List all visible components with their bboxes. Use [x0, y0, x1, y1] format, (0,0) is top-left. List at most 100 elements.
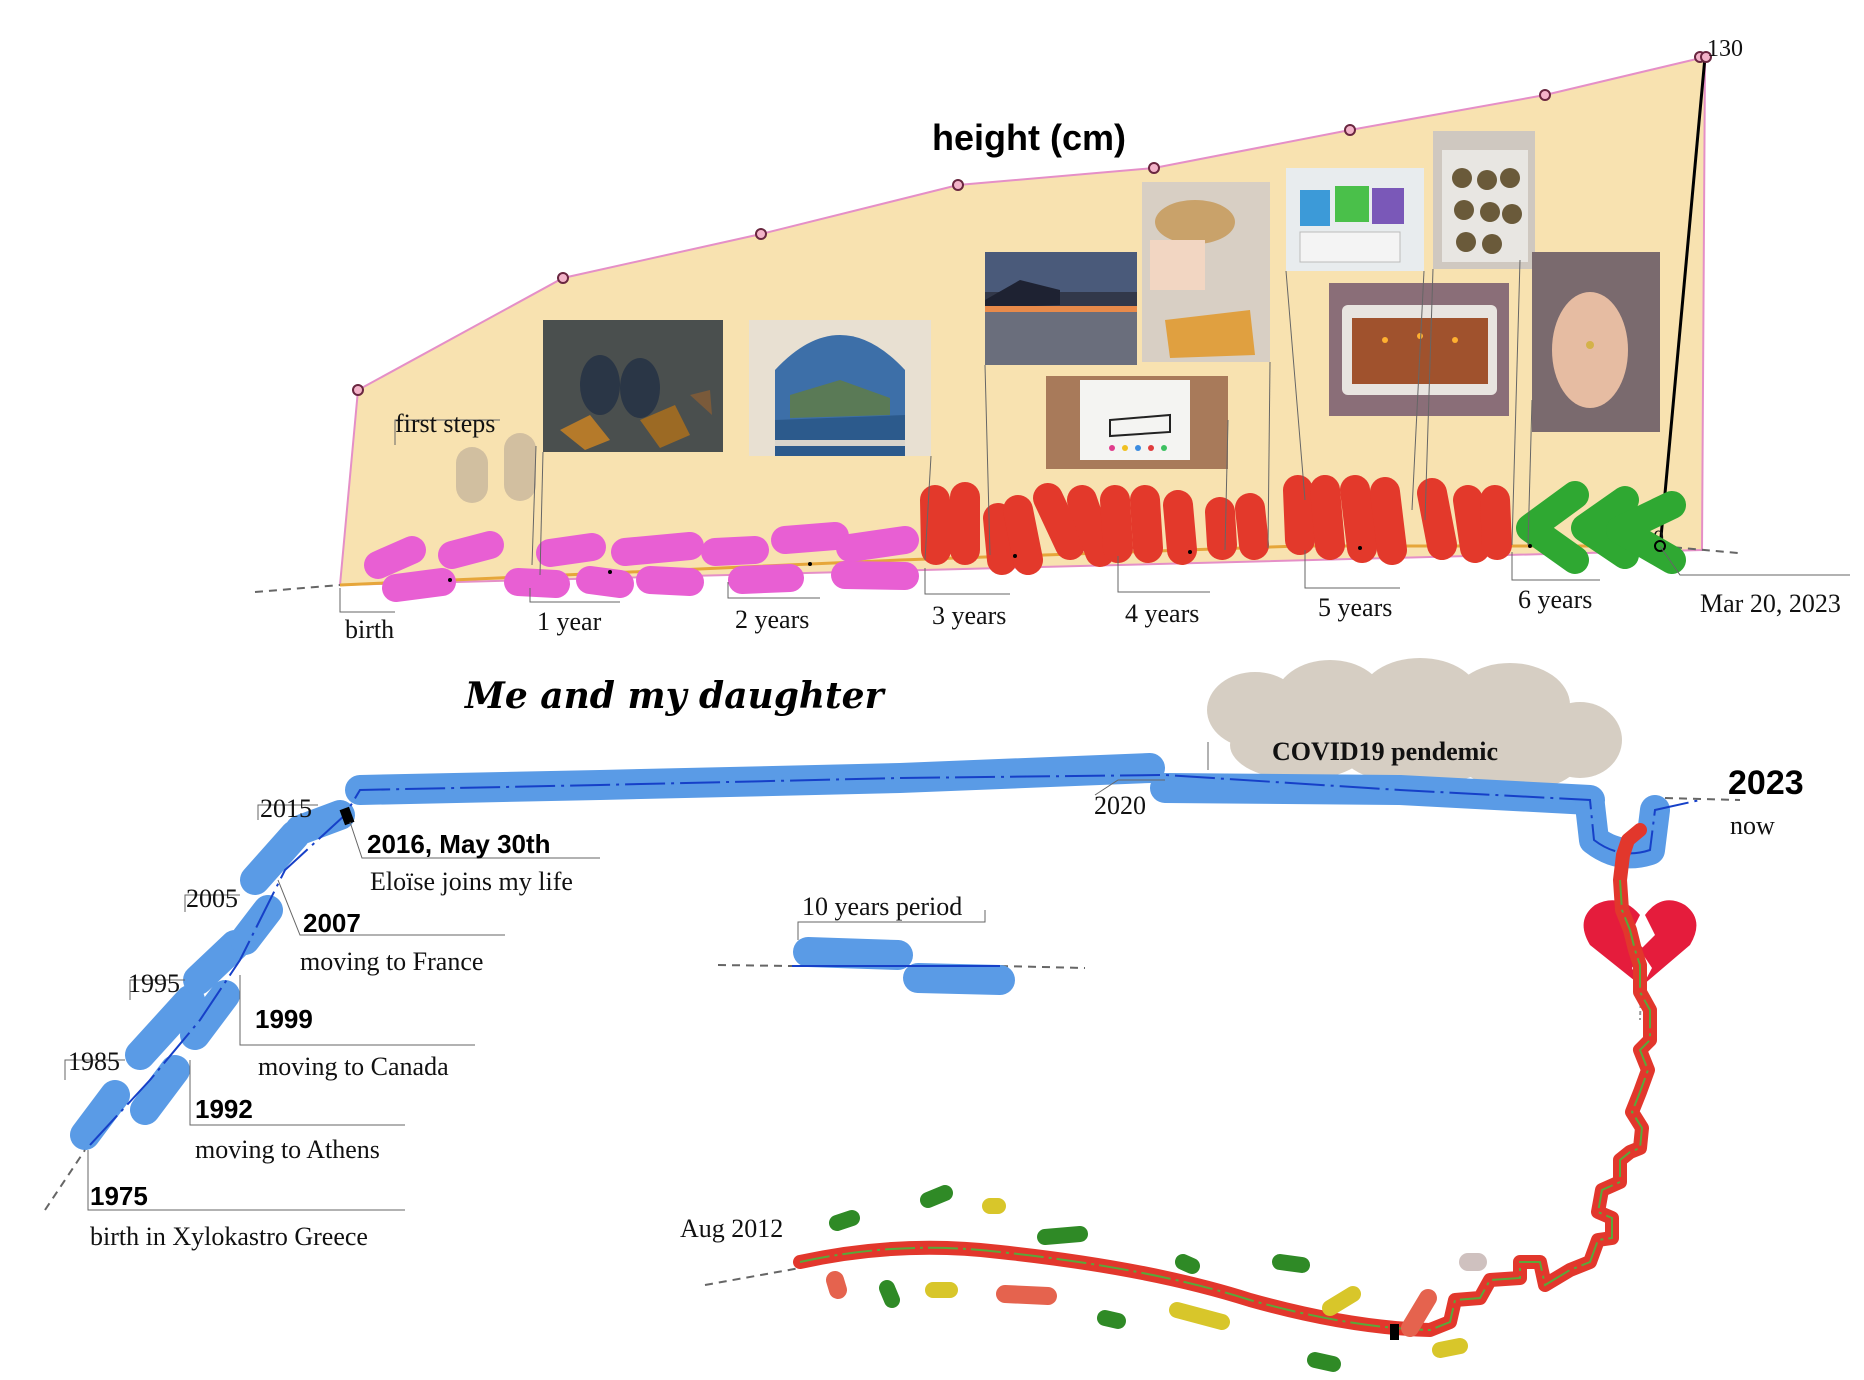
daughter-decorations [826, 1185, 1487, 1372]
event-year-1992: 1992 [195, 1094, 253, 1124]
age-label-5: 5 years [1318, 593, 1392, 622]
age-stroke [920, 485, 951, 565]
baseline-tick [1013, 554, 1017, 558]
age-label-3: 3 years [932, 601, 1006, 630]
life-segment [285, 800, 355, 845]
age-label-6: 6 years [1518, 585, 1592, 614]
life-segment [1150, 773, 1605, 815]
now-label: now [1730, 811, 1775, 840]
age-stroke [771, 522, 849, 554]
age-stroke [1163, 490, 1197, 565]
age-stroke [1480, 485, 1512, 560]
life-segment [125, 985, 205, 1070]
baseline-tick [608, 570, 612, 574]
photo-hands [1532, 252, 1660, 432]
age-stroke [1453, 485, 1490, 563]
event-text-1992: moving to Athens [195, 1135, 380, 1164]
daughter-start-label: Aug 2012 [680, 1214, 783, 1243]
age-stroke [1571, 486, 1639, 569]
age-stroke [1235, 493, 1269, 560]
age-stroke [1283, 475, 1315, 555]
age-stroke [536, 533, 606, 567]
age-stroke [1003, 495, 1043, 575]
timeline-start-dash [44, 1149, 86, 1211]
age-stroke [1033, 483, 1085, 560]
life-segment [240, 820, 310, 895]
decade-label-2020: 2020 [1094, 791, 1146, 820]
timeline: Me and my daughter [44, 658, 1804, 1372]
covid-cloud [1207, 658, 1622, 790]
legend-label: 10 years period [802, 892, 962, 921]
event-year-2016: 2016, May 30th [367, 829, 551, 859]
legend-dash-right [999, 965, 1086, 969]
event-text-1999: moving to Canada [258, 1052, 449, 1081]
age-stroke [1340, 475, 1377, 563]
photo-callouts [531, 259, 1533, 576]
age-stroke [1067, 485, 1115, 567]
decade-label-2015: 2015 [260, 794, 312, 823]
covid-label: COVID19 pendemic [1272, 737, 1498, 766]
legend: 10 years period [717, 892, 1086, 995]
photo-baked-balls [1433, 131, 1535, 269]
event-label-lines [87, 821, 600, 1211]
age-stroke [1100, 485, 1133, 563]
decade-label-1995: 1995 [128, 969, 180, 998]
start-label: birth [345, 615, 394, 644]
photo-feet [543, 320, 723, 452]
age-label-lines [339, 419, 1850, 613]
event-text-2016: Eloïse joins my life [370, 867, 573, 896]
my-life-core [89, 773, 1701, 1146]
height-max-line [1658, 56, 1707, 549]
age-stroke [728, 564, 804, 594]
photo-drawing [1046, 376, 1228, 469]
decade-label-2005: 2005 [186, 884, 238, 913]
eloise-marker [339, 806, 355, 826]
age-stroke [701, 536, 769, 566]
daughter-core [799, 879, 1651, 1332]
photo-sunset [985, 252, 1137, 365]
age-stroke [438, 531, 504, 569]
decade-label-lines [64, 742, 1209, 1080]
decade-label-1985: 1985 [68, 1047, 120, 1076]
daughter-start-dash [704, 1267, 801, 1286]
height-title: height (cm) [932, 117, 1126, 158]
age-label-4: 4 years [1125, 599, 1199, 628]
age-2-5-strokes [920, 475, 1512, 575]
baseline-tick [1528, 544, 1532, 548]
life-segment [180, 980, 240, 1050]
life-segment [130, 1055, 190, 1125]
baseline-tick [448, 578, 452, 582]
baseline-tick [1358, 546, 1362, 550]
age-stroke [836, 526, 919, 562]
end-marker [1654, 540, 1666, 552]
photo-paintings [1286, 168, 1424, 271]
event-text-2007: moving to France [300, 947, 483, 976]
event-year-1999: 1999 [255, 1004, 313, 1034]
height-point [557, 272, 569, 284]
life-segment [70, 1080, 130, 1150]
height-chart: height (cm) 130 0 [254, 36, 1850, 644]
age-stroke [611, 532, 704, 566]
age-stroke [1205, 497, 1237, 560]
age-stroke [983, 503, 1017, 575]
photos [543, 131, 1660, 469]
age-0-2-strokes [364, 522, 919, 602]
age-stroke [576, 566, 634, 598]
photo-window [749, 320, 931, 456]
first-steps-label: first steps [395, 409, 495, 438]
height-max-label: 130 [1707, 36, 1743, 62]
height-point [755, 228, 767, 240]
event-year-2007: 2007 [303, 908, 361, 938]
photo-cake [1329, 283, 1509, 416]
legend-sample [793, 937, 1015, 995]
height-point [1700, 51, 1712, 63]
height-point [1539, 89, 1551, 101]
now-year: 2023 [1728, 764, 1804, 802]
first-steps-mark [456, 447, 488, 503]
event-text-1975: birth in Xylokastro Greece [90, 1222, 368, 1251]
age-stroke [636, 566, 704, 596]
baseline-ticks [448, 544, 1532, 582]
first-steps-mark [504, 433, 536, 501]
legend-dash-left [717, 964, 793, 967]
